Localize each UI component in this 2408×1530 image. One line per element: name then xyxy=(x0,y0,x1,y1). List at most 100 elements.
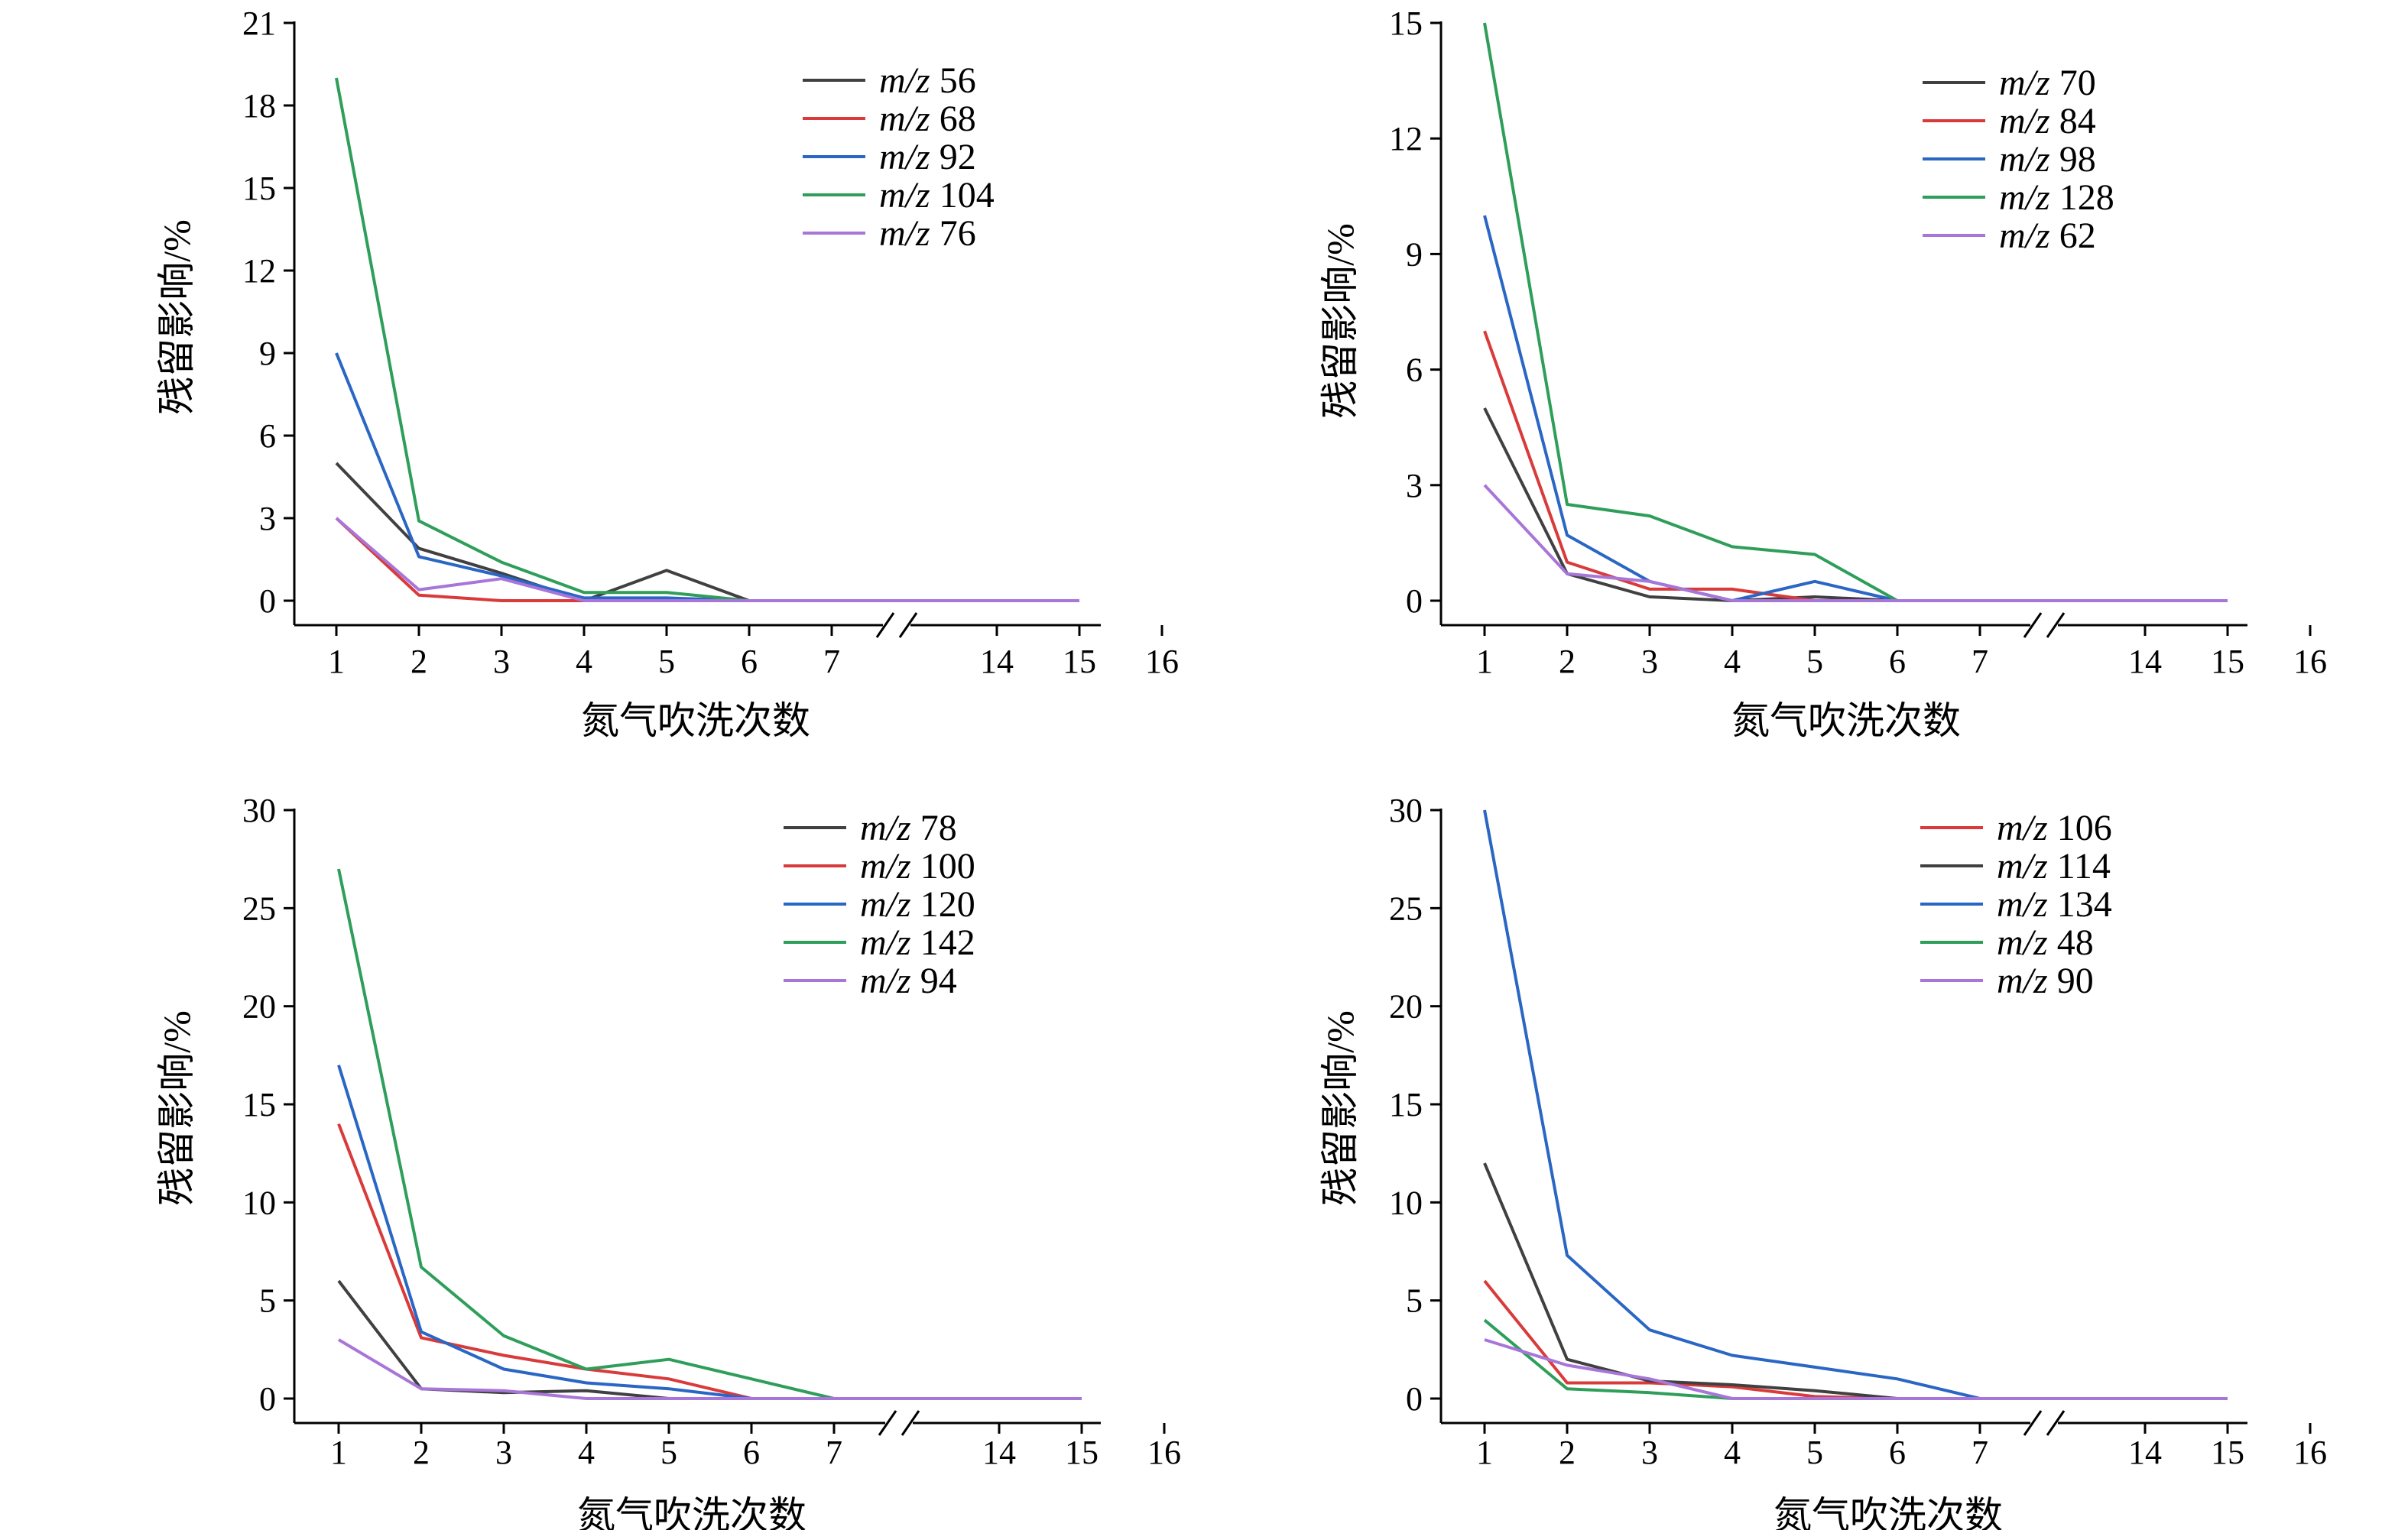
axis-break-mark xyxy=(2046,612,2066,638)
series-line-90 xyxy=(1484,1338,2228,1400)
y-tick-label: 15 xyxy=(1389,5,1423,42)
x-tick-label: 15 xyxy=(2211,1434,2244,1471)
x-tick-label: 1 xyxy=(330,1434,347,1471)
x-tick-label: 4 xyxy=(1724,1434,1741,1471)
legend-entry: m/z 120 xyxy=(860,884,975,925)
y-axis-title: 残留影响/% xyxy=(155,219,198,415)
series-line-76 xyxy=(335,517,1079,602)
x-tick-label: 5 xyxy=(658,643,675,680)
axis-break-mark xyxy=(2023,1410,2043,1436)
x-tick-label: 6 xyxy=(1889,1434,1906,1471)
y-tick-label: 10 xyxy=(242,1184,276,1221)
x-tick-label: 16 xyxy=(2293,643,2327,680)
legend-entry: m/z 100 xyxy=(860,846,975,887)
x-tick-label: 7 xyxy=(826,1434,842,1471)
x-axis-title: 氮气吹洗次数 xyxy=(581,699,810,742)
series-line-78 xyxy=(337,1279,1082,1400)
y-tick-label: 3 xyxy=(1406,467,1423,504)
axis-break-mark xyxy=(2023,612,2043,638)
x-axis-title: 氮气吹洗次数 xyxy=(577,1494,806,1530)
series-line-94 xyxy=(337,1338,1082,1400)
legend-entry: m/z 104 xyxy=(879,175,995,216)
legend-entry: m/z 70 xyxy=(1999,63,2096,103)
y-tick-label: 30 xyxy=(242,792,276,829)
series-line-56 xyxy=(335,462,1079,602)
legend-entry: m/z 106 xyxy=(1997,808,2112,848)
y-tick-label: 20 xyxy=(242,988,276,1026)
x-tick-label: 5 xyxy=(1806,1434,1823,1471)
x-tick-label: 2 xyxy=(411,643,427,680)
x-tick-label: 5 xyxy=(1806,643,1823,680)
x-axis-title: 氮气吹洗次数 xyxy=(1731,699,1961,742)
legend-entry: m/z 142 xyxy=(860,922,975,963)
y-tick-label: 9 xyxy=(1406,235,1423,273)
x-tick-label: 7 xyxy=(1972,643,1988,680)
y-tick-label: 6 xyxy=(1406,352,1423,389)
series-line-84 xyxy=(1483,330,2228,602)
x-tick-label: 4 xyxy=(578,1434,595,1471)
legend-entry: m/z 62 xyxy=(1999,216,2096,256)
y-tick-label: 0 xyxy=(259,1380,276,1418)
y-tick-label: 0 xyxy=(1406,582,1423,620)
y-tick-label: 20 xyxy=(1389,988,1423,1026)
legend-entry: m/z 128 xyxy=(1999,177,2114,218)
legend-entry: m/z 76 xyxy=(879,213,976,254)
x-tick-label: 15 xyxy=(1063,643,1096,680)
series-line-100 xyxy=(337,1123,1082,1400)
panel-bottom-left: 0 5 10 15 20 25 30 1 2 3 4 5 6 7 14 15 16 氮气吹洗次数 残留影响/% m/z… xyxy=(155,792,1181,1530)
legend-entry: m/z 94 xyxy=(860,961,957,1001)
series-line-48 xyxy=(1483,1318,2228,1400)
series-line-128 xyxy=(1483,22,2228,602)
series-line-106 xyxy=(1483,1279,2228,1400)
x-tick-label: 3 xyxy=(1641,1434,1658,1471)
axis-break-mark xyxy=(901,1410,920,1436)
y-tick-label: 12 xyxy=(242,252,276,290)
legend-entry: m/z 98 xyxy=(1999,139,2096,180)
legend-entry: m/z 56 xyxy=(879,60,976,101)
y-axis-title: 残留影响/% xyxy=(1319,223,1361,419)
x-tick-label: 3 xyxy=(495,1434,512,1471)
legend-entry: m/z 92 xyxy=(879,137,976,177)
y-tick-label: 12 xyxy=(1389,120,1423,157)
legend-entry: m/z 84 xyxy=(1999,101,2096,141)
x-tick-label: 1 xyxy=(1476,1434,1493,1471)
x-tick-label: 6 xyxy=(743,1434,760,1471)
series-line-120 xyxy=(337,1065,1082,1400)
x-tick-label: 2 xyxy=(1559,643,1576,680)
y-tick-label: 6 xyxy=(259,417,276,455)
x-tick-label: 6 xyxy=(741,643,758,680)
legend-entry: m/z 90 xyxy=(1997,961,2094,1001)
series-line-68 xyxy=(335,517,1079,602)
y-tick-label: 30 xyxy=(1389,792,1423,829)
y-axis-title: 残留影响/% xyxy=(1319,1010,1361,1206)
x-tick-label: 4 xyxy=(1724,643,1741,680)
x-tick-label: 2 xyxy=(413,1434,430,1471)
y-tick-label: 9 xyxy=(259,335,276,372)
x-tick-label: 2 xyxy=(1559,1434,1576,1471)
x-tick-label: 15 xyxy=(1065,1434,1099,1471)
axis-break-mark xyxy=(898,612,918,638)
y-tick-label: 25 xyxy=(242,890,276,927)
legend-entry: m/z 134 xyxy=(1997,884,2112,925)
legend-entry: m/z 48 xyxy=(1997,922,2094,963)
y-tick-label: 10 xyxy=(1389,1184,1423,1221)
series-line-98 xyxy=(1483,215,2228,602)
legend-entry: m/z 78 xyxy=(860,808,957,848)
y-tick-label: 0 xyxy=(1406,1380,1423,1418)
x-tick-label: 14 xyxy=(2128,1434,2162,1471)
x-tick-label: 16 xyxy=(2293,1434,2327,1471)
series-line-134 xyxy=(1483,809,2228,1400)
x-tick-label: 16 xyxy=(1145,643,1179,680)
y-tick-label: 18 xyxy=(242,87,276,125)
y-tick-label: 5 xyxy=(1406,1282,1423,1320)
y-tick-label: 15 xyxy=(242,1086,276,1123)
y-tick-label: 21 xyxy=(242,5,276,42)
x-tick-label: 1 xyxy=(328,643,345,680)
x-tick-label: 7 xyxy=(1972,1434,1988,1471)
x-tick-label: 4 xyxy=(576,643,592,680)
axis-break-mark xyxy=(875,612,895,638)
x-tick-label: 6 xyxy=(1889,643,1906,680)
